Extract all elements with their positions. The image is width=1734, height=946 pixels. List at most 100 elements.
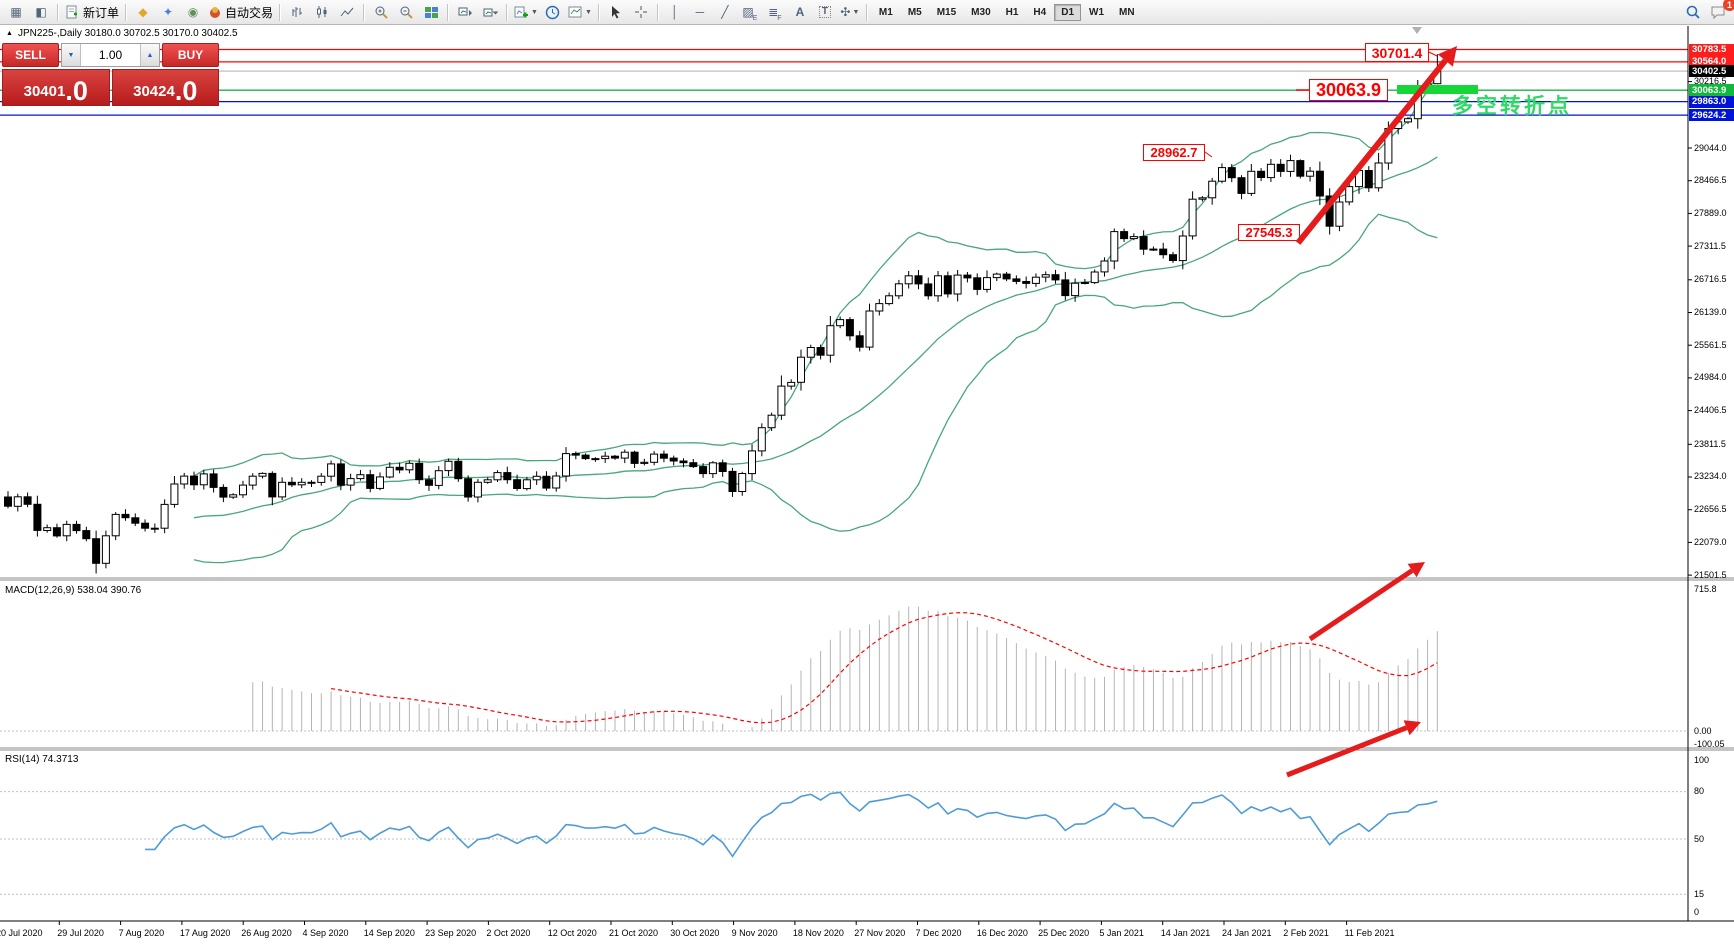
volume-stepper: ▼ 1.00 ▲ [61,43,160,67]
price-tick-label: 27311.5 [1694,240,1726,251]
rsi-label: RSI(14) 74.3713 [5,754,79,765]
price-tick-label: 22079.0 [1694,536,1727,547]
vertical-line-tool[interactable]: │ [671,5,679,19]
rsi-line [145,791,1438,858]
price-badge: 29624.2 [1689,109,1734,122]
date-tick-label: 14 Sep 2020 [363,928,415,938]
auto-trading-button[interactable]: 自动交易 [206,2,275,22]
sell-price-dec: .0 [65,76,88,107]
arrange-windows-icon[interactable] [453,2,477,22]
signals-icon[interactable]: ◉ [187,5,199,19]
macd-signal-line [331,612,1438,724]
price-tick-label: 26139.0 [1694,306,1727,317]
bar-chart-icon[interactable] [285,2,309,22]
crosshair-icon[interactable] [629,2,653,22]
chat-notification-badge: 1 [1723,0,1734,11]
sell-button[interactable]: SELL [2,43,59,67]
rsi-tick-label: 50 [1694,833,1705,844]
buy-price-int: 30424 [133,83,175,100]
price-annotation[interactable]: 28962.7 [1143,144,1205,161]
volume-decrease-button[interactable]: ▼ [62,44,81,66]
toolbar-separator [125,3,128,21]
buy-button[interactable]: BUY [162,43,219,67]
deposit-icon[interactable]: ◆ [138,5,148,19]
chat-button[interactable]: 1 [1706,0,1734,22]
sell-price[interactable]: 30401 .0 [2,69,110,106]
new-order-label: 新订单 [83,5,120,20]
date-tick-label: 24 Jan 2021 [1222,928,1272,938]
macd-tick-label: 0.00 [1694,725,1712,736]
price-tick-label: 29044.0 [1694,142,1727,153]
price-annotation[interactable]: 27545.3 [1238,224,1300,241]
new-chart-button[interactable]: ▼ [512,2,540,22]
price-tick-label: 21501.5 [1694,569,1727,580]
cursor-icon[interactable] [604,2,628,22]
timeframe-d1[interactable]: D1 [1054,3,1082,21]
macd-tick-label: -100.05 [1694,738,1725,749]
date-tick-label: 14 Jan 2021 [1160,928,1211,938]
date-tick-label: 2 Feb 2021 [1283,928,1329,938]
cascade-windows-icon[interactable] [478,2,502,22]
arrows-tool[interactable]: ✣ ▼ [840,5,860,19]
new-order-button[interactable]: 新订单 [63,2,121,22]
equidistant-channel-tool[interactable]: ▨ E [742,5,758,22]
volume-value[interactable]: 1.00 [98,48,123,62]
price-annotation[interactable]: 30701.4 [1365,43,1429,62]
date-tick-label: 12 Oct 2020 [547,928,597,938]
timeframe-m5[interactable]: M5 [907,6,922,18]
one-click-trading-panel: SELL ▼ 1.00 ▲ BUY 30401 .0 30424 .0 [2,43,219,106]
timeframe-w1[interactable]: W1 [1089,6,1105,18]
symbol-ohlc-text: JPN225-,Daily 30180.0 30702.5 30170.0 30… [17,28,238,39]
tile-windows-icon[interactable] [419,2,443,22]
zoom-out-icon[interactable] [394,2,418,22]
turning-point-note[interactable]: 多空转折点 [1452,95,1572,118]
assistant-icon[interactable]: ✦ [162,5,174,19]
chart-title: ▲ JPN225-,Daily 30180.0 30702.5 30170.0 … [6,28,238,39]
timeframe-h4[interactable]: H4 [1033,6,1047,18]
line-chart-icon[interactable] [335,2,359,22]
charts-panel-icon[interactable]: ▦ [10,5,22,19]
trendline-tool[interactable]: ╱ [721,5,729,19]
toolbar-separator [865,3,868,21]
rsi-tick-label: 80 [1694,786,1705,797]
date-tick-label: 17 Aug 2020 [179,928,231,938]
date-tick-label: 23 Sep 2020 [425,928,477,938]
templates-icon[interactable]: ▼ [566,2,594,22]
price-tick-label: 26716.5 [1694,274,1727,285]
price-tick-label: 22656.5 [1694,504,1727,515]
autoscroll-clock-icon[interactable] [541,2,565,22]
date-tick-label: 20 Jul 2020 [0,928,43,938]
buy-price[interactable]: 30424 .0 [111,69,219,107]
support-highlight-bar[interactable] [1397,85,1478,94]
search-icon[interactable] [1681,2,1705,22]
text-label-tool[interactable]: T [813,2,837,22]
price-annotation[interactable]: 30063.9 [1309,79,1388,101]
date-tick-label: 25 Dec 2020 [1038,928,1090,938]
timeframe-m30[interactable]: M30 [971,6,991,18]
fibonacci-tool[interactable]: ≣ F [768,5,782,22]
date-tick-label: 9 Nov 2020 [731,928,778,938]
data-window-icon[interactable]: ◧ [35,5,47,19]
timeframe-m15[interactable]: M15 [936,6,957,18]
volume-increase-button[interactable]: ▲ [140,44,159,66]
collapse-panel-icon[interactable]: ▲ [6,30,13,37]
timeframe-mn[interactable]: MN [1119,6,1135,18]
text-tool[interactable]: A [795,5,805,19]
candlestick-chart-icon[interactable] [310,2,334,22]
date-tick-label: 4 Sep 2020 [302,928,349,938]
auto-trading-label: 自动交易 [225,5,274,20]
price-badge: 30063.9 [1689,84,1734,97]
zoom-in-icon[interactable] [369,2,393,22]
date-tick-label: 7 Aug 2020 [118,928,165,938]
pane-frame [0,26,1734,925]
horizontal-line-tool[interactable]: ─ [695,5,705,19]
buy-price-dec: .0 [174,76,198,107]
date-tick-label: 27 Nov 2020 [854,928,906,938]
timeframe-m1[interactable]: M1 [878,6,893,18]
price-tick-label: 27889.0 [1694,207,1727,218]
candles [4,54,1442,574]
timeframe-h1[interactable]: H1 [1005,6,1019,18]
price-tick-label: 28466.5 [1694,175,1727,186]
